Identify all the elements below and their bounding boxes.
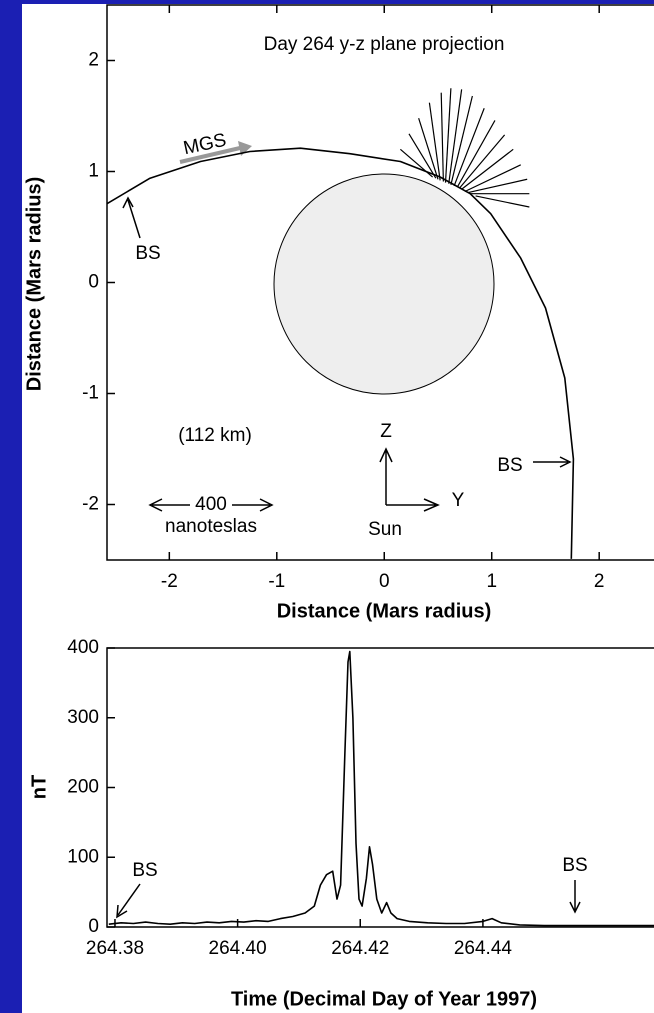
field-vector <box>453 108 485 187</box>
annotation: Y <box>452 490 465 511</box>
field-vector <box>428 102 441 181</box>
annotation-arrow <box>569 880 581 914</box>
annotation: nanoteslas <box>165 516 257 537</box>
field-vector <box>464 164 522 193</box>
y-tick-label: 300 <box>67 707 99 728</box>
x-axis-label: Time (Decimal Day of Year 1997) <box>231 988 537 1010</box>
y-tick-label: -2 <box>82 494 99 515</box>
annotation: BS <box>135 243 160 264</box>
annotation: BS <box>132 860 157 881</box>
annotation: BS <box>562 855 587 876</box>
y-tick-label: -1 <box>82 383 99 404</box>
mars-disk <box>273 173 495 395</box>
y-tick-label: 0 <box>88 272 99 293</box>
field-vector <box>448 89 463 184</box>
x-tick-label: -1 <box>268 571 285 592</box>
annotation-arrow <box>533 456 572 468</box>
annotation-arrow <box>116 883 141 919</box>
panel <box>22 4 654 1013</box>
field-vector <box>459 134 506 189</box>
x-tick-label: 264.40 <box>209 938 267 959</box>
field-vector <box>418 118 439 180</box>
y-tick-label: 2 <box>88 50 99 71</box>
annotation: Z <box>380 421 392 442</box>
y-tick-label: 0 <box>88 916 99 937</box>
field-vector <box>408 133 437 179</box>
y-tick-label: 1 <box>88 161 99 182</box>
field-vector <box>456 120 496 188</box>
field-vector <box>450 95 473 185</box>
y-tick-label: 400 <box>67 637 99 658</box>
annotation-arrow <box>122 196 141 239</box>
x-tick-label: 264.42 <box>331 938 389 959</box>
x-axis-label: Distance (Mars radius) <box>277 600 492 622</box>
field-vector <box>467 178 528 194</box>
field-vector <box>475 195 530 208</box>
x-tick-label: 264.44 <box>454 938 513 959</box>
scale-arrow <box>148 498 274 512</box>
x-tick-label: -2 <box>161 571 178 592</box>
y-axis-label: Distance (Mars radius) <box>23 177 45 392</box>
x-tick-label: 2 <box>594 571 605 592</box>
field-vector <box>440 92 444 182</box>
annotation: Sun <box>368 519 402 540</box>
annotation: (112 km) <box>178 425 252 446</box>
x-tick-label: 264.38 <box>86 938 144 959</box>
axes-glyph <box>379 447 440 512</box>
x-tick-label: 1 <box>486 571 497 592</box>
y-tick-label: 100 <box>67 846 99 867</box>
annotation: BS <box>497 455 522 476</box>
annotation: 400 <box>195 494 227 515</box>
field-vector <box>399 148 434 178</box>
y-axis-label: nT <box>28 775 50 799</box>
chart-title: Day 264 y-z plane projection <box>264 34 505 55</box>
field-vector <box>444 88 452 183</box>
direction-arrow <box>179 146 241 164</box>
direction-arrowhead <box>238 141 252 156</box>
x-tick-label: 0 <box>379 571 390 592</box>
data-line <box>108 650 654 927</box>
field-vector <box>461 148 514 190</box>
y-tick-label: 200 <box>67 777 99 798</box>
